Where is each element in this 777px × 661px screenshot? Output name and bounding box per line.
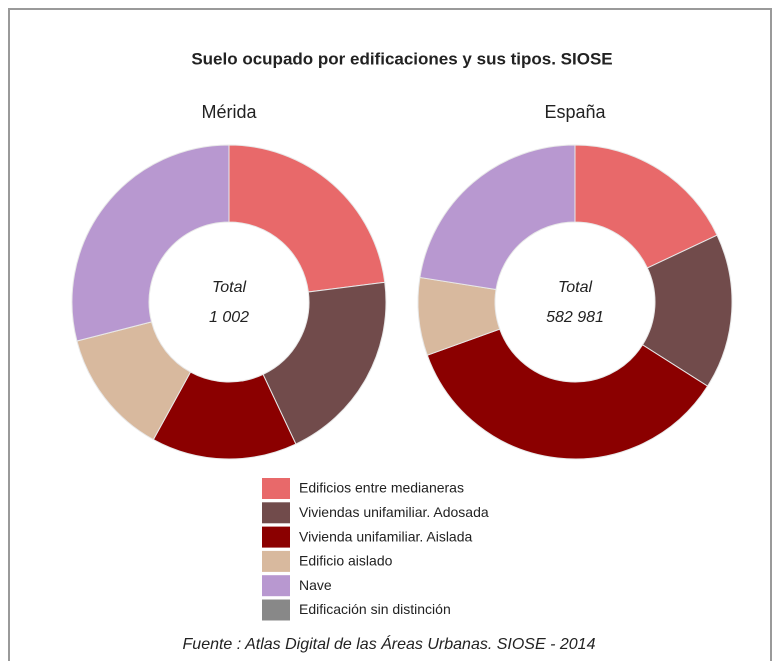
chart-title: Suelo ocupado por edificaciones y sus ti… xyxy=(191,49,612,68)
center-value: 1 002 xyxy=(209,309,249,326)
legend-swatch xyxy=(262,502,290,524)
donut-segment xyxy=(419,144,576,291)
donut-title: Mérida xyxy=(201,102,257,122)
legend-label: Viviendas unifamiliar. Adosada xyxy=(299,504,489,520)
donut-segment xyxy=(574,144,718,269)
legend-swatch xyxy=(262,575,290,597)
center-value: 582 981 xyxy=(546,309,604,326)
donut-segment xyxy=(641,234,733,387)
legend-label: Nave xyxy=(299,577,332,593)
center-label: Total xyxy=(212,279,247,296)
donut-segment xyxy=(426,328,709,460)
legend-swatch xyxy=(262,550,290,572)
legend-swatch xyxy=(262,599,290,621)
donut-segment xyxy=(71,144,230,342)
legend-label: Edificios entre medianeras xyxy=(299,480,464,496)
legend-label: Vivienda unifamiliar. Aislada xyxy=(299,528,473,544)
donut-segment xyxy=(262,281,387,445)
legend-label: Edificio aislado xyxy=(299,553,393,569)
legend-swatch xyxy=(262,526,290,548)
donut-segment xyxy=(228,144,386,293)
donut-title: España xyxy=(544,102,606,122)
center-label: Total xyxy=(558,279,593,296)
legend-label: Edificación sin distinción xyxy=(299,601,451,617)
source: Fuente : Atlas Digital de las Áreas Urba… xyxy=(183,634,596,653)
legend-swatch xyxy=(262,478,290,499)
